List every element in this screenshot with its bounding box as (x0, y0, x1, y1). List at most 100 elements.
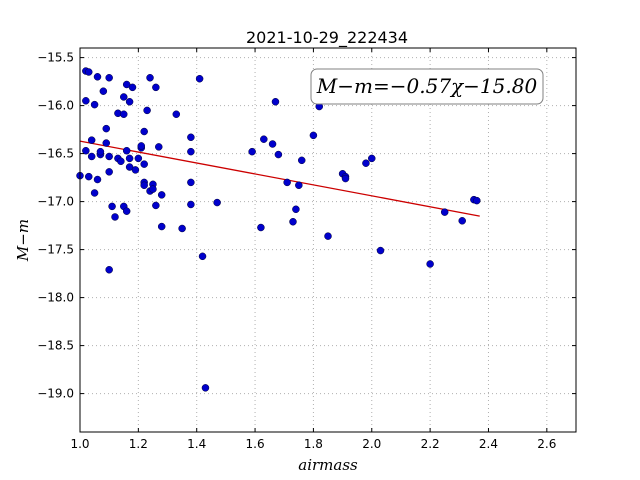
data-point (376, 246, 385, 255)
data-point (131, 166, 140, 174)
x-axis-label: airmass (298, 456, 358, 474)
data-point (105, 168, 113, 176)
y-tick-label: −15.5 (37, 51, 74, 65)
data-point (108, 202, 116, 211)
data-point (143, 106, 151, 115)
data-point (140, 181, 148, 190)
data-point (157, 222, 166, 231)
data-point (292, 205, 300, 214)
x-tick-label: 2.6 (537, 437, 556, 451)
data-point (187, 147, 195, 156)
x-tick-label: 1.4 (187, 437, 206, 451)
data-point (155, 143, 163, 151)
data-point (85, 172, 93, 181)
data-point (85, 68, 93, 76)
data-point (134, 154, 143, 163)
data-point (152, 83, 160, 92)
data-point (105, 266, 113, 274)
data-point (90, 189, 99, 197)
fit-line-group (79, 140, 480, 217)
x-tick-label: 2.0 (362, 437, 381, 451)
y-axis-label: M−m (14, 219, 32, 262)
data-point (120, 93, 128, 101)
y-tick-label: −18.5 (37, 339, 74, 353)
chart-title: 2021-10-29_222434 (246, 28, 408, 48)
data-point (146, 74, 154, 82)
data-point (157, 191, 166, 199)
data-point (426, 260, 434, 268)
data-point (99, 87, 108, 95)
annotation-text: M−m=−0.57χ−15.80 (316, 74, 538, 98)
x-tick-label: 1.6 (246, 437, 265, 451)
data-point (87, 136, 96, 144)
data-point (248, 147, 256, 156)
data-point (297, 156, 306, 165)
data-point (149, 185, 157, 193)
data-point (82, 97, 90, 105)
data-point (178, 224, 186, 233)
data-point (122, 207, 131, 215)
data-points (76, 67, 481, 392)
data-point (295, 181, 303, 190)
x-tick-label: 1.8 (304, 437, 323, 451)
data-point (213, 198, 221, 207)
data-point (274, 150, 283, 159)
data-point (105, 74, 113, 82)
data-point (117, 157, 125, 166)
axis-ticks: 1.0 1.2 1.4 1.6 1.8 2.0 2.2 2.4 2.6 −15.5 −16.0 −16… (37, 48, 576, 451)
y-tick-label: −16.5 (37, 147, 74, 161)
y-tick-label: −16.0 (37, 99, 74, 113)
data-point (93, 73, 102, 81)
data-point (87, 152, 96, 161)
data-point (125, 98, 134, 106)
data-point (187, 178, 195, 187)
data-point (473, 196, 481, 205)
x-tick-label: 2.2 (421, 437, 440, 451)
data-point (362, 159, 370, 167)
y-tick-label: −17.5 (37, 243, 74, 257)
data-point (309, 131, 318, 140)
data-point (268, 140, 277, 148)
data-point (440, 208, 449, 216)
data-point (172, 110, 181, 118)
data-point (195, 74, 204, 83)
data-point (96, 147, 105, 156)
data-point (201, 384, 210, 392)
data-point (187, 200, 195, 209)
data-point (458, 217, 466, 225)
fit-line (79, 140, 480, 217)
data-point (105, 152, 113, 161)
x-tick-label: 1.2 (129, 437, 148, 451)
data-point (283, 178, 291, 187)
data-point (260, 135, 268, 143)
y-tick-label: −19.0 (37, 387, 74, 401)
data-point (140, 160, 148, 168)
fit-annotation: M−m=−0.57χ−15.80 (310, 68, 544, 105)
data-point (140, 127, 148, 136)
y-tick-label: −18.0 (37, 291, 74, 305)
grid-lines (79, 48, 576, 432)
data-point (90, 100, 99, 109)
annotation-box (310, 68, 544, 105)
data-point (289, 218, 297, 226)
y-tick-label: −17.0 (37, 195, 74, 209)
data-point (122, 146, 131, 155)
data-point (271, 98, 280, 106)
data-point (187, 133, 195, 142)
data-point (111, 213, 119, 221)
data-point (120, 110, 128, 118)
data-point (102, 124, 111, 133)
data-point (125, 154, 134, 163)
x-tick-label: 2.4 (479, 437, 498, 451)
data-point (137, 142, 146, 150)
data-point (324, 232, 332, 240)
data-point (368, 154, 376, 163)
data-point (152, 201, 160, 210)
data-point (341, 174, 350, 183)
data-point (257, 223, 265, 232)
data-point (198, 252, 207, 261)
data-point (93, 175, 102, 184)
data-point (82, 146, 90, 155)
x-tick-label: 1.0 (70, 437, 89, 451)
